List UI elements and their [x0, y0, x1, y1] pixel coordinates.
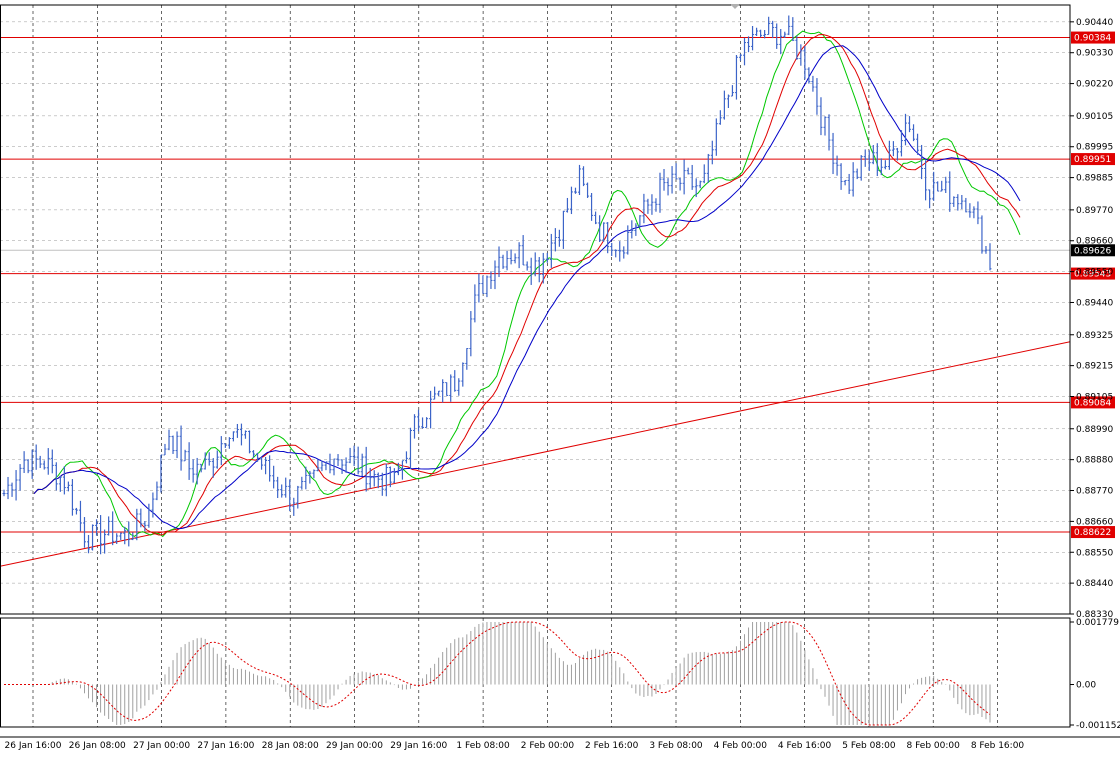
price-tick-label: 0.89105	[1076, 393, 1113, 403]
candles	[2, 15, 992, 555]
level-badge-label: 0.89951	[1074, 155, 1111, 165]
oscillator-signal-line	[4, 621, 991, 726]
price-tick-label: 0.90440	[1076, 18, 1113, 28]
moving-average-line	[33, 30, 1021, 538]
price-tick-label: 0.88550	[1076, 548, 1113, 558]
time-axis: 26 Jan 16:00 26 Jan 08:00 27 Jan 00:00 27 J…	[5, 741, 1025, 751]
horizontal-levels[interactable]: 0.90384 0.89951 0.89543 0.89084 0.88622 0.896…	[0, 31, 1115, 539]
time-tick-label: 3 Feb 08:00	[649, 741, 703, 751]
price-tick-label: 0.89215	[1076, 362, 1113, 372]
chart-frame	[0, 4, 1120, 738]
oscillator-tick-label: 0.00	[1076, 681, 1096, 691]
moving-average-line	[33, 45, 1021, 530]
time-tick-label: 27 Jan 00:00	[133, 741, 190, 751]
time-tick-label: 27 Jan 16:00	[197, 741, 254, 751]
price-tick-label: 0.90220	[1076, 80, 1113, 90]
time-tick-label: 26 Jan 16:00	[5, 741, 62, 751]
price-tick-label: 0.89770	[1076, 206, 1113, 216]
time-tick-label: 4 Feb 00:00	[714, 741, 768, 751]
level-badge-label: 0.89543	[1074, 270, 1111, 280]
level-badge-label: 0.89084	[1074, 398, 1111, 408]
time-tick-label: 2 Feb 00:00	[521, 741, 575, 751]
price-tick-label: 0.90105	[1076, 112, 1113, 122]
price-tick-label: 0.89550	[1076, 268, 1113, 278]
time-tick-label: 29 Jan 00:00	[326, 741, 383, 751]
moving-average-line	[33, 33, 1021, 536]
level-badge	[1071, 267, 1115, 280]
oscillator-tick-label: 0.001779	[1076, 618, 1119, 628]
time-tick-label: 28 Jan 08:00	[262, 741, 319, 751]
price-axis: 0.90440 0.90330 0.90220 0.90105 0.89995 0.898…	[1070, 18, 1120, 731]
price-tick-label: 0.89885	[1076, 174, 1113, 184]
price-tick-label: 0.88770	[1076, 487, 1113, 497]
oscillator-tick-label: -0.001152	[1076, 721, 1120, 731]
price-tick-label: 0.88660	[1076, 517, 1113, 527]
time-tick-label: 8 Feb 00:00	[907, 741, 961, 751]
main-plot-border	[0, 4, 1071, 615]
time-tick-label: 26 Jan 08:00	[69, 741, 126, 751]
level-badge	[1071, 526, 1115, 539]
time-tick-label: 5 Feb 08:00	[842, 741, 896, 751]
price-tick-label: 0.89440	[1076, 298, 1113, 308]
current-price-badge	[1071, 244, 1115, 257]
price-tick-label: 0.88330	[1076, 610, 1113, 620]
price-tick-label: 0.89660	[1076, 237, 1113, 247]
price-tick-label: 0.88440	[1076, 579, 1113, 589]
level-badge	[1071, 396, 1115, 409]
time-tick-label: 8 Feb 16:00	[971, 741, 1025, 751]
time-tick-label: 1 Feb 08:00	[456, 741, 510, 751]
price-tick-label: 0.88990	[1076, 425, 1113, 435]
moving-averages	[33, 30, 1021, 538]
time-tick-label: 2 Feb 16:00	[585, 741, 639, 751]
level-badge	[1071, 153, 1115, 166]
price-tick-label: 0.89995	[1076, 143, 1113, 153]
level-badge-label: 0.90384	[1074, 34, 1111, 44]
level-badge	[1071, 31, 1115, 44]
price-tick-label: 0.90330	[1076, 49, 1113, 59]
oscillator-border	[0, 617, 1071, 728]
oscillator-panel	[4, 621, 991, 726]
price-tick-label: 0.89325	[1076, 331, 1113, 341]
level-badge-label: 0.88622	[1074, 528, 1111, 538]
current-price-label: 0.89626	[1074, 246, 1111, 256]
price-tick-label: 0.88880	[1076, 456, 1113, 466]
time-tick-label: 4 Feb 16:00	[778, 741, 832, 751]
chart-shift-marker[interactable]	[730, 4, 740, 9]
time-tick-label: 29 Jan 16:00	[390, 741, 447, 751]
